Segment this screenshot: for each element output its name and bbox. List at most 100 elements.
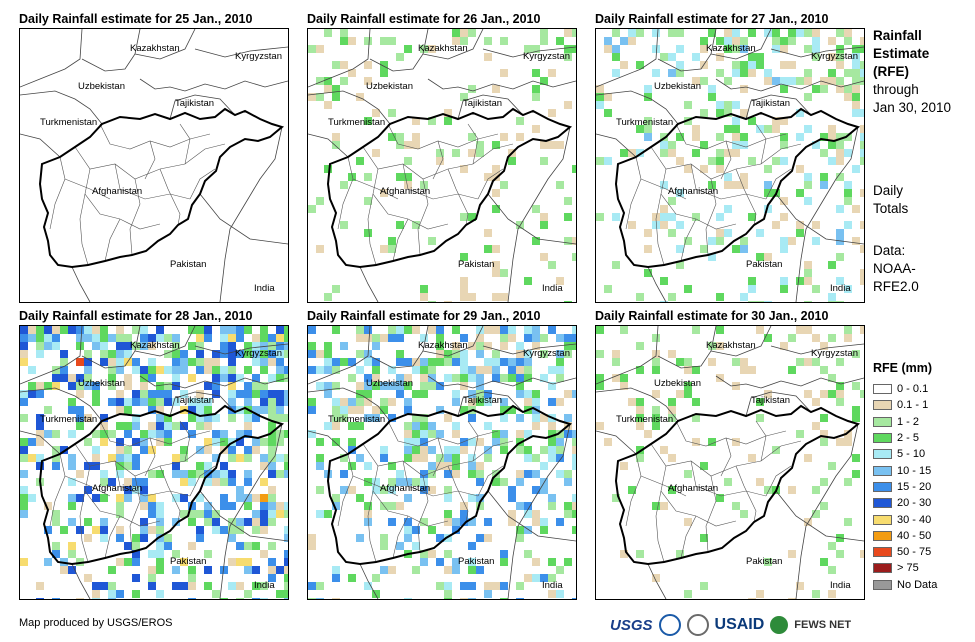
rainfall-cell — [132, 454, 140, 462]
rainfall-cell — [484, 518, 492, 526]
rainfall-cell — [84, 358, 92, 366]
rainfall-cell — [60, 446, 68, 454]
rainfall-cell — [516, 342, 524, 350]
country-label-uzbekistan: Uzbekistan — [654, 378, 701, 389]
rainfall-cell — [388, 237, 396, 245]
province-border — [467, 420, 479, 462]
rainfall-cell — [748, 454, 756, 462]
legend-label: 5 - 10 — [897, 448, 926, 461]
rainfall-cell — [236, 542, 244, 550]
rainfall-cell — [412, 566, 420, 574]
rainfall-cell — [572, 430, 576, 438]
rainfall-cell — [260, 494, 268, 502]
rainfall-cell — [68, 494, 76, 502]
rainfall-cell — [548, 109, 556, 117]
rainfall-cell — [116, 526, 124, 534]
rainfall-cell — [60, 526, 68, 534]
rainfall-cell — [452, 518, 460, 526]
country-label-kyrgyzstan: Kyrgyzstan — [235, 348, 282, 359]
rainfall-cell — [444, 358, 452, 366]
rainfall-cell — [196, 534, 204, 542]
rainfall-cell — [732, 101, 740, 109]
rainfall-cell — [252, 518, 260, 526]
rainfall-cell — [860, 269, 864, 277]
rainfall-cell — [260, 358, 268, 366]
rainfall-cell — [660, 181, 668, 189]
rainfall-cell — [212, 366, 220, 374]
rainfall-cell — [612, 494, 620, 502]
rainfall-cell — [860, 45, 864, 53]
rainfall-cell — [188, 574, 196, 582]
rainfall-cell — [268, 446, 276, 454]
rainfall-cell — [116, 590, 124, 598]
legend-item: 10 - 15 — [873, 462, 937, 478]
rainfall-cell — [124, 406, 132, 414]
rainfall-cell — [636, 149, 644, 157]
rainfall-cell — [636, 446, 644, 454]
rainfall-cell — [124, 398, 132, 406]
rainfall-cell — [76, 342, 84, 350]
rainfall-cell — [508, 486, 516, 494]
rainfall-cell — [52, 334, 60, 342]
rainfall-cell — [324, 342, 332, 350]
rainfall-cell — [100, 358, 108, 366]
rainfall-cell — [220, 438, 228, 446]
province-border — [680, 515, 697, 559]
rainfall-cell — [620, 61, 628, 69]
country-border — [457, 391, 524, 417]
country-label-kazakhstan: Kazakhstan — [418, 43, 468, 54]
rainfall-cell — [140, 534, 148, 542]
rainfall-cell — [828, 53, 836, 61]
rainfall-cell — [172, 582, 180, 590]
rainfall-cell — [716, 374, 724, 382]
rainfall-cell — [852, 85, 860, 93]
rainfall-cell — [372, 478, 380, 486]
rainfall-cell — [116, 366, 124, 374]
rainfall-cell — [668, 197, 676, 205]
rainfall-cell — [204, 366, 212, 374]
rainfall-cell — [204, 406, 212, 414]
rainfall-cell — [532, 85, 540, 93]
province-border — [765, 168, 792, 200]
rainfall-cell — [716, 213, 724, 221]
rainfall-cell — [308, 598, 316, 599]
rainfall-cell — [388, 245, 396, 253]
country-label-afghanistan: Afghanistan — [92, 483, 142, 494]
rainfall-cell — [268, 438, 276, 446]
rainfall-cell — [844, 438, 852, 446]
province-border — [84, 465, 161, 527]
map-canvas: KazakhstanKyrgyzstanUzbekistanTajikistan… — [308, 326, 576, 599]
rainfall-cell — [196, 526, 204, 534]
country-border — [745, 94, 812, 120]
rainfall-cell — [540, 526, 548, 534]
rainfall-cell — [572, 526, 576, 534]
rainfall-cell — [436, 406, 444, 414]
country-label-pakistan: Pakistan — [746, 259, 782, 270]
rainfall-cell — [172, 462, 180, 470]
rainfall-cell — [340, 37, 348, 45]
rainfall-cell — [268, 558, 276, 566]
rainfall-cell — [172, 454, 180, 462]
rainfall-cell — [404, 534, 412, 542]
rainfall-cell — [308, 93, 316, 101]
rainfall-cell — [428, 45, 436, 53]
legend-item: 50 - 75 — [873, 544, 937, 560]
rainfall-cell — [188, 518, 196, 526]
rainfall-cell — [364, 374, 372, 382]
rainfall-cell — [212, 526, 220, 534]
rainfall-cell — [484, 582, 492, 590]
rainfall-cell — [84, 414, 92, 422]
rainfall-cell — [860, 69, 864, 77]
rainfall-cell — [204, 582, 212, 590]
rainfall-cell — [676, 29, 684, 37]
rainfall-cell — [500, 37, 508, 45]
rainfall-cell — [836, 398, 844, 406]
rainfall-cell — [540, 574, 548, 582]
rainfall-cell — [156, 534, 164, 542]
rainfall-cell — [268, 334, 276, 342]
rainfall-cell — [572, 446, 576, 454]
rainfall-cell — [820, 149, 828, 157]
rainfall-cell — [356, 534, 364, 542]
rainfall-cell — [308, 205, 316, 213]
